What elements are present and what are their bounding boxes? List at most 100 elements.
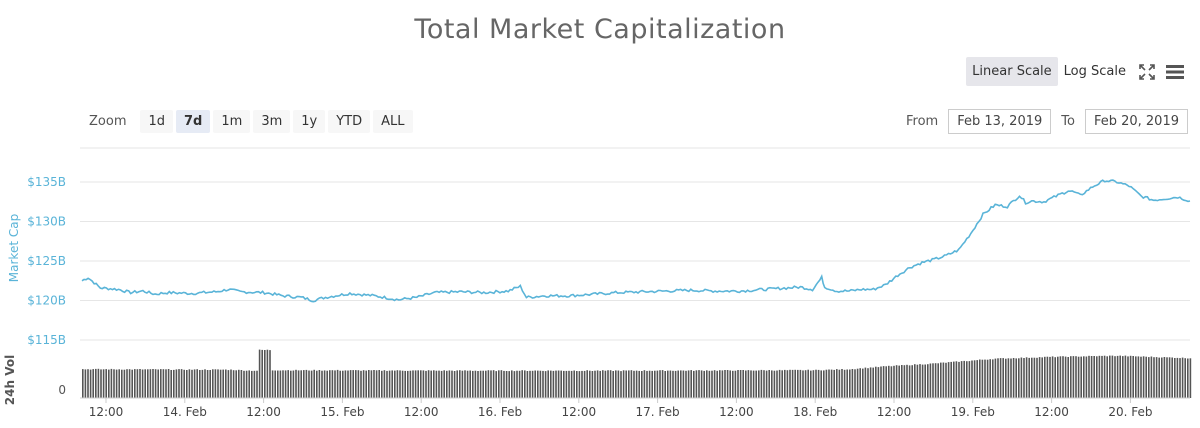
volume-bar <box>461 370 464 398</box>
volume-bar <box>591 371 594 398</box>
volume-bar <box>823 370 825 398</box>
volume-bar <box>568 370 570 398</box>
volume-bar <box>232 370 235 398</box>
volume-bar <box>1137 356 1140 398</box>
volume-bar <box>360 370 362 398</box>
volume-bar <box>633 370 635 398</box>
volume-bar <box>919 364 921 398</box>
volume-bar <box>227 370 230 398</box>
volume-bar <box>1140 356 1142 398</box>
volume-bar <box>401 370 404 398</box>
volume-bar <box>742 370 744 398</box>
zoom-all-button[interactable]: ALL <box>373 110 413 133</box>
volume-bar <box>914 364 916 398</box>
volume-bar <box>1168 357 1171 398</box>
volume-bar <box>282 370 284 398</box>
volume-bar <box>435 370 438 398</box>
volume-bar <box>895 365 898 398</box>
volume-bar <box>440 370 443 398</box>
volume-bar <box>924 364 926 398</box>
volume-bar <box>921 364 924 398</box>
volume-bar <box>654 370 656 398</box>
volume-bar <box>1031 357 1033 398</box>
volume-bar <box>196 369 198 398</box>
volume-bar <box>560 370 562 398</box>
volume-bar <box>349 370 352 398</box>
volume-bar <box>394 370 396 398</box>
y-tick-label: $120B <box>27 294 66 308</box>
volume-bar <box>368 370 370 398</box>
volume-bar <box>292 370 295 398</box>
volume-bar <box>880 366 882 398</box>
volume-bar <box>412 370 414 398</box>
volume-bar <box>789 369 791 398</box>
volume-bar <box>885 366 887 398</box>
volume-bar <box>513 371 516 398</box>
volume-bar <box>240 370 243 398</box>
y-axis-label: Market Cap <box>7 214 21 282</box>
volume-bar <box>261 349 263 398</box>
volume-bar <box>869 367 872 398</box>
volume-bar <box>391 370 393 398</box>
volume-bar <box>201 369 204 398</box>
volume-bar <box>253 370 256 398</box>
zoom-7d-button[interactable]: 7d <box>176 110 211 133</box>
volume-bar <box>765 370 768 398</box>
volume-bar <box>1072 356 1075 398</box>
volume-bar <box>703 370 705 398</box>
volume-bar <box>217 369 219 398</box>
volume-bar <box>667 370 669 398</box>
volume-bar <box>1179 358 1181 398</box>
volume-bar <box>531 370 534 398</box>
volume-bar <box>810 370 812 398</box>
linear-scale-button[interactable]: Linear Scale <box>966 57 1058 86</box>
zoom-1y-button[interactable]: 1y <box>293 110 326 133</box>
y-tick-label: $135B <box>27 175 66 189</box>
volume-bar <box>932 363 934 398</box>
volume-bar <box>414 370 417 398</box>
volume-bar <box>1005 358 1007 398</box>
zoom-3m-button[interactable]: 3m <box>253 110 291 133</box>
volume-bar <box>976 360 978 398</box>
volume-bar <box>316 370 318 398</box>
volume-bar <box>711 370 713 398</box>
volume-bar <box>334 370 336 398</box>
volume-bar <box>160 369 162 398</box>
volume-bar <box>674 370 677 398</box>
volume-bar <box>721 370 724 398</box>
volume-bar <box>529 370 531 398</box>
zoom-label: Zoom <box>89 114 127 129</box>
volume-bar <box>1145 356 1147 398</box>
volume-bar <box>888 365 890 398</box>
volume-bar <box>781 370 783 398</box>
volume-bar <box>266 349 269 398</box>
volume-bar <box>357 370 360 398</box>
to-date-input[interactable]: Feb 20, 2019 <box>1084 109 1188 134</box>
volume-bar <box>539 370 542 398</box>
volume-bar <box>1049 356 1051 398</box>
volume-bar <box>1155 357 1158 398</box>
volume-bar <box>903 365 906 398</box>
volume-bar <box>248 370 250 398</box>
x-tick-label: 18. Feb <box>793 405 837 419</box>
zoom-ytd-button[interactable]: YTD <box>328 110 371 133</box>
from-date-input[interactable]: Feb 13, 2019 <box>948 109 1052 134</box>
volume-bar <box>206 370 209 398</box>
log-scale-button[interactable]: Log Scale <box>1063 64 1126 79</box>
menu-icon[interactable] <box>1162 59 1188 85</box>
volume-bar <box>778 369 781 398</box>
zoom-1d-button[interactable]: 1d <box>140 110 174 133</box>
volume-bar <box>672 370 674 398</box>
volume-bar <box>97 368 100 398</box>
zoom-1m-button[interactable]: 1m <box>213 110 251 133</box>
volume-bar <box>729 370 731 398</box>
volume-bar <box>108 369 110 398</box>
market-cap-line <box>81 179 1191 303</box>
volume-bar <box>1127 356 1129 398</box>
volume-bar <box>989 359 991 398</box>
volume-bar <box>1109 355 1111 398</box>
volume-bar <box>1166 357 1168 398</box>
volume-bar <box>630 370 633 398</box>
volume-bar <box>170 370 172 398</box>
fullscreen-icon[interactable] <box>1134 59 1160 85</box>
